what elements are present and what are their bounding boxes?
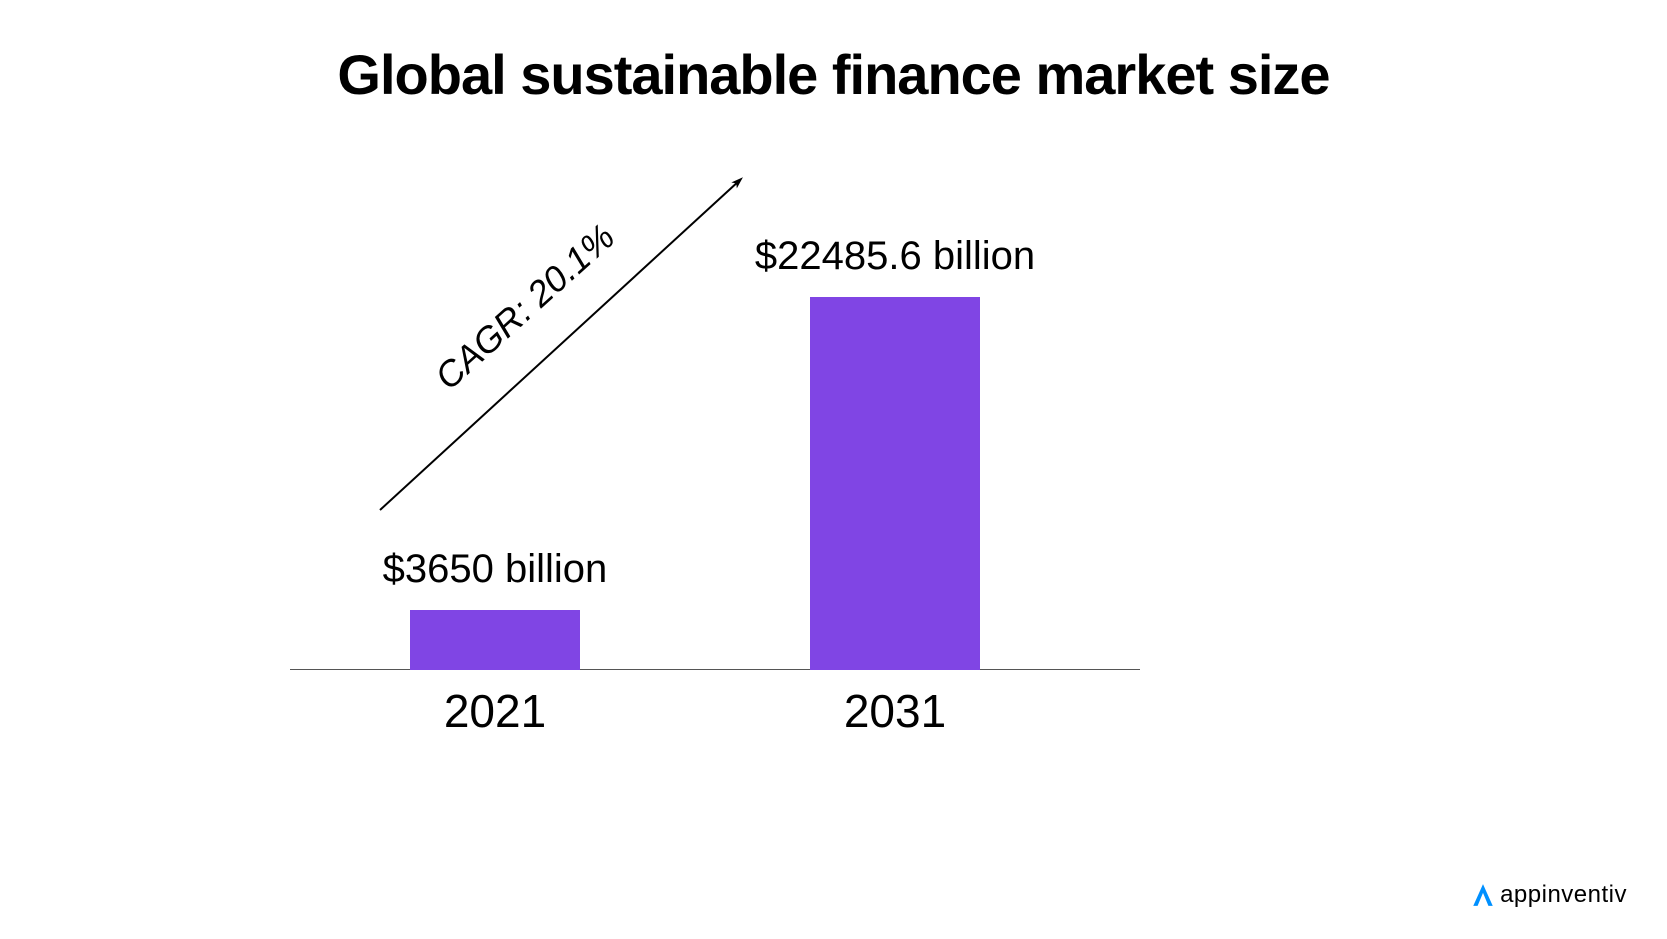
brand-text: appinventiv xyxy=(1500,881,1627,909)
growth-arrow xyxy=(0,0,1667,939)
brand-logo-icon xyxy=(1470,882,1496,908)
brand: appinventiv xyxy=(1470,881,1627,909)
